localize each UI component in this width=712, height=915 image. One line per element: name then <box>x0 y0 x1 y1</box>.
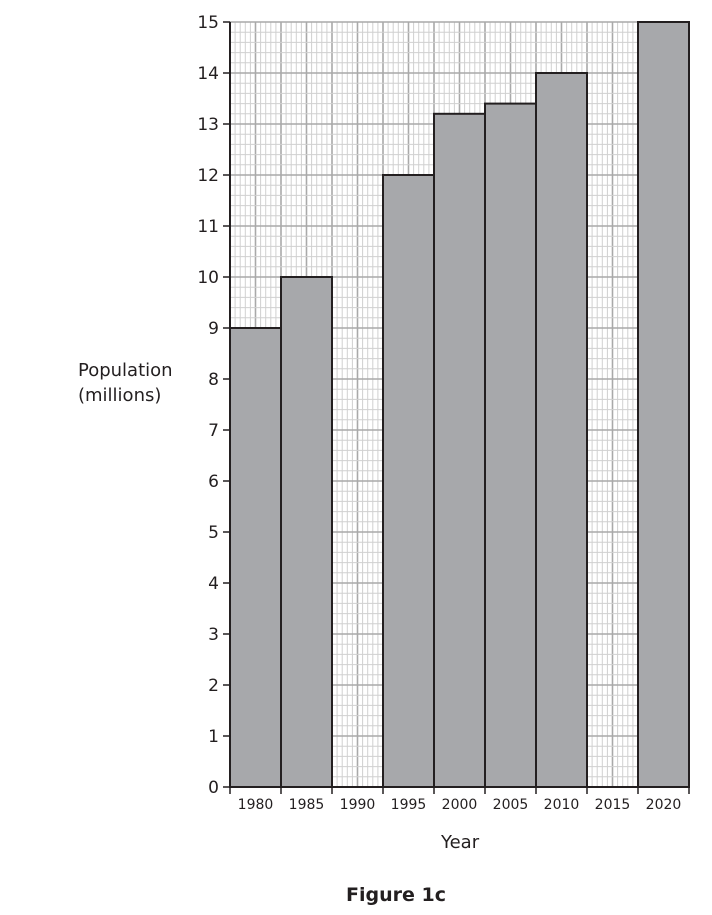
y-tick-label: 10 <box>197 268 219 288</box>
bar-1995 <box>382 174 435 788</box>
x-tick-label: 2020 <box>646 797 682 813</box>
y-tick-label: 6 <box>208 472 219 492</box>
figure-caption: Figure 1c <box>346 884 446 906</box>
bar-2020 <box>637 21 690 788</box>
bar-1980 <box>229 327 282 788</box>
y-tick-label: 11 <box>197 217 219 237</box>
x-tick-label: 2010 <box>544 797 580 813</box>
x-tick-label: 1985 <box>289 797 325 813</box>
y-tick-label: 1 <box>208 727 219 747</box>
y-axis-label-line1: Population <box>78 360 173 381</box>
y-tick-label: 12 <box>197 166 219 186</box>
y-axis-label-line2: (millions) <box>78 385 162 406</box>
bar-1985 <box>280 276 333 788</box>
y-axis-label: Population (millions) <box>78 358 173 408</box>
y-tick-label: 15 <box>197 13 219 33</box>
y-tick-label: 0 <box>208 778 219 798</box>
x-tick-label: 1995 <box>391 797 427 813</box>
y-tick-label: 7 <box>208 421 219 441</box>
x-tick-label: 2005 <box>493 797 529 813</box>
bar-2000 <box>433 112 486 789</box>
x-tick-label: 1980 <box>238 797 274 813</box>
y-tick-label: 3 <box>208 625 219 645</box>
x-tick-label: 2015 <box>595 797 631 813</box>
bar-2010 <box>535 72 588 788</box>
y-tick-label: 5 <box>208 523 219 543</box>
bar-2005 <box>484 102 537 789</box>
y-tick-label: 4 <box>208 574 219 594</box>
y-tick-label: 9 <box>208 319 219 339</box>
bars <box>229 21 690 789</box>
y-tick-label: 2 <box>208 676 219 696</box>
y-tick-label: 8 <box>208 370 219 390</box>
x-tick-label: 2000 <box>442 797 478 813</box>
x-tick-label: 1990 <box>340 797 376 813</box>
x-axis-label: Year <box>441 832 480 853</box>
y-tick-label: 13 <box>197 115 219 135</box>
y-tick-label: 14 <box>197 64 219 84</box>
